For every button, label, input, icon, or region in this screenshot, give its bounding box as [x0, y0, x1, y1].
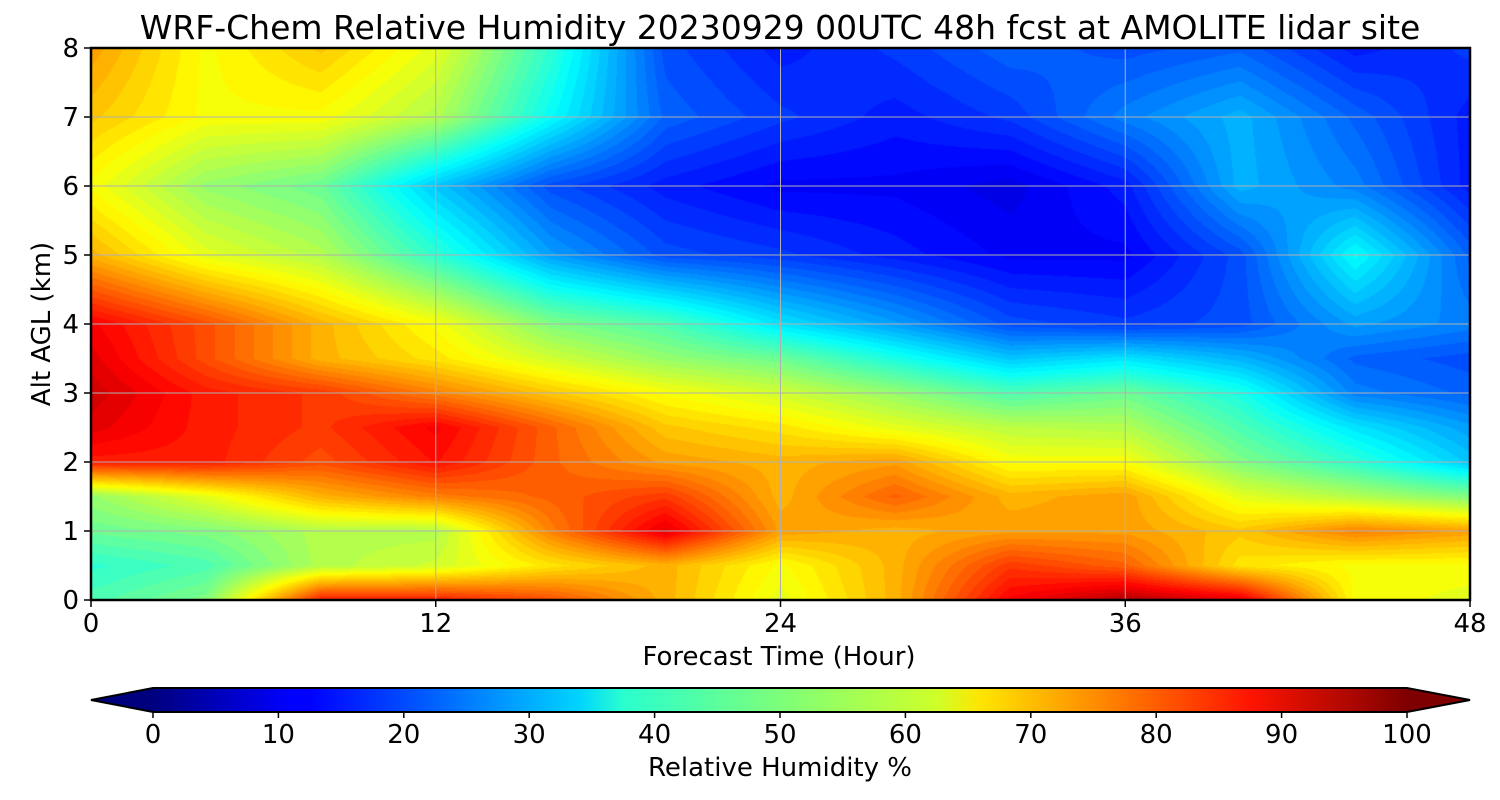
- colorbar-tick-label: 30: [513, 720, 546, 750]
- y-axis-label: Alt AGL (km): [27, 242, 57, 406]
- y-tick-label: 0: [62, 586, 79, 616]
- colorbar-extend-min: [91, 688, 153, 712]
- colorbar-tick-label: 50: [763, 720, 796, 750]
- y-tick-label: 4: [62, 310, 79, 340]
- y-tick-label: 6: [62, 172, 79, 202]
- colorbar-tick-label: 70: [1014, 720, 1047, 750]
- x-axis-label: Forecast Time (Hour): [642, 642, 915, 672]
- colorbar-gradient: [153, 688, 1407, 712]
- colorbar-tick-label: 90: [1265, 720, 1298, 750]
- colorbar-tick-label: 20: [387, 720, 420, 750]
- colorbar-tick-label: 0: [145, 720, 162, 750]
- x-tick-label: 0: [83, 609, 100, 639]
- colorbar-tick-label: 10: [262, 720, 295, 750]
- colorbar-ticks: 0 10 20 30 40 50 60 70 80 90 100: [145, 712, 1432, 750]
- y-tick-label: 1: [62, 517, 79, 547]
- y-tick-label: 5: [62, 241, 79, 271]
- y-tick-label: 7: [62, 103, 79, 133]
- x-tick-label: 24: [764, 609, 797, 639]
- x-tick-label: 12: [419, 609, 452, 639]
- grid-lines: [91, 48, 1470, 600]
- y-tick-label: 3: [62, 379, 79, 409]
- colorbar: 0 10 20 30 40 50 60 70 80 90 100 Relative Humidity…: [90, 687, 1471, 783]
- x-tick-label: 36: [1109, 609, 1142, 639]
- y-tick-label: 2: [62, 448, 79, 478]
- colorbar-tick-label: 60: [889, 720, 922, 750]
- colorbar-tick-label: 40: [638, 720, 671, 750]
- colorbar-label: Relative Humidity %: [648, 753, 912, 783]
- chart-title: WRF-Chem Relative Humidity 20230929 00UT…: [139, 8, 1421, 47]
- x-tick-label: 48: [1453, 609, 1486, 639]
- colorbar-extend-max: [1407, 688, 1470, 712]
- y-tick-label: 8: [62, 34, 79, 64]
- colorbar-tick-label: 80: [1140, 720, 1173, 750]
- colorbar-tick-label: 100: [1382, 720, 1432, 750]
